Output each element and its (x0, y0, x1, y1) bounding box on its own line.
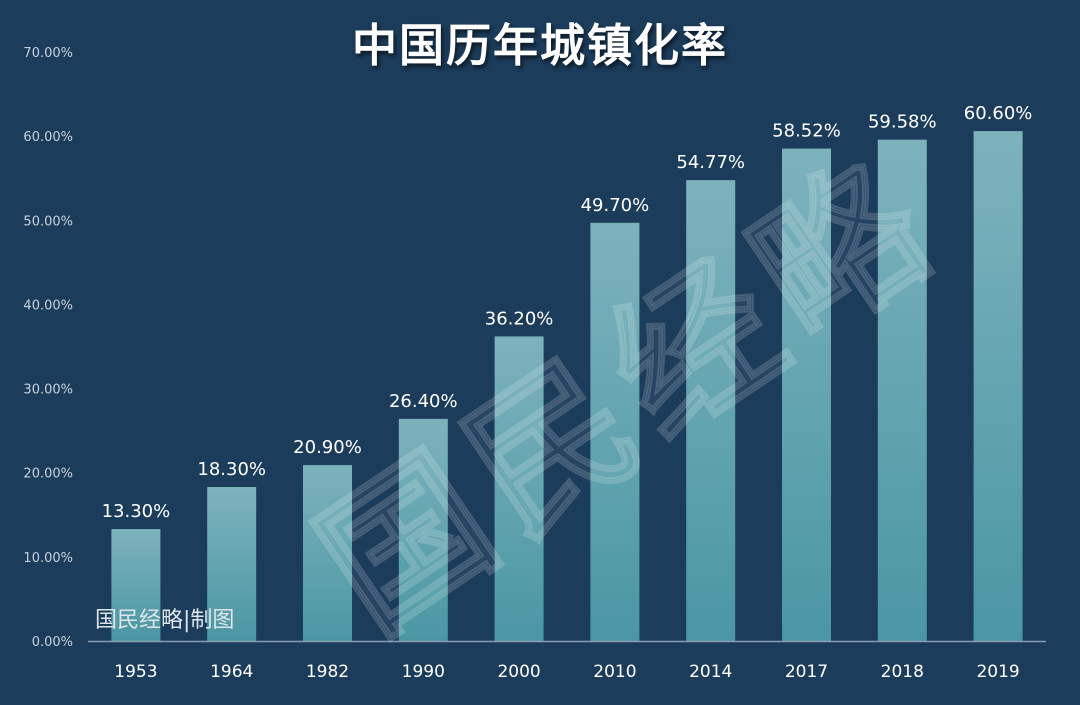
chart-title: 中国历年城镇化率 (351, 19, 728, 72)
y-tick-label: 70.00% (23, 46, 73, 61)
data-label-1953: 13.30% (102, 501, 171, 522)
x-tick-label: 2010 (593, 662, 636, 682)
bar-2014 (686, 180, 736, 641)
x-tick-label: 2014 (689, 662, 732, 682)
y-tick-label: 0.00% (32, 635, 73, 650)
data-label-2017: 58.52% (772, 121, 841, 142)
data-labels: 13.30% 18.30% 20.90% 26.40% 36.20% 49.70% 54.7… (102, 103, 1033, 522)
x-tick-label: 2018 (881, 662, 924, 682)
x-tick-label: 1990 (402, 662, 445, 682)
data-label-2010: 49.70% (581, 195, 650, 216)
bar-2000 (494, 336, 544, 641)
x-tick-label: 1953 (114, 662, 157, 682)
bar-1990 (398, 418, 448, 641)
y-axis: 0.00% 10.00% 20.00% 30.00% 40.00% 50.00% 60.00… (23, 46, 73, 650)
bar-1953 (111, 529, 161, 641)
data-label-1990: 26.40% (389, 391, 458, 412)
y-tick-label: 10.00% (23, 551, 73, 566)
bars (111, 131, 1023, 641)
x-tick-label: 1982 (306, 662, 349, 682)
x-tick-label: 2019 (976, 662, 1019, 682)
bar-2019 (973, 131, 1023, 641)
y-tick-label: 30.00% (23, 383, 73, 398)
data-label-2018: 59.58% (868, 112, 937, 133)
bar-2010 (590, 222, 640, 641)
y-tick-label: 20.00% (23, 467, 73, 482)
bar-2018 (877, 139, 927, 641)
bar-2017 (782, 148, 831, 641)
credit-text: 国民经略|制图 (95, 608, 235, 633)
x-tick-label: 1964 (210, 662, 253, 682)
data-label-1964: 18.30% (197, 459, 266, 480)
bar-1964 (207, 487, 257, 641)
x-tick-label: 2017 (785, 662, 828, 682)
y-tick-label: 60.00% (23, 130, 73, 145)
x-tick-label: 2000 (497, 662, 540, 682)
y-tick-label: 40.00% (23, 298, 73, 313)
data-label-2019: 60.60% (964, 103, 1033, 124)
data-label-1982: 20.90% (293, 437, 362, 458)
y-tick-label: 50.00% (23, 214, 73, 229)
data-label-2014: 54.77% (676, 152, 745, 173)
data-label-2000: 36.20% (485, 308, 554, 329)
x-axis-labels: 1953 1964 1982 1990 2000 2010 2014 2017 2018 2019 (114, 662, 1019, 682)
bar-1982 (303, 465, 352, 641)
